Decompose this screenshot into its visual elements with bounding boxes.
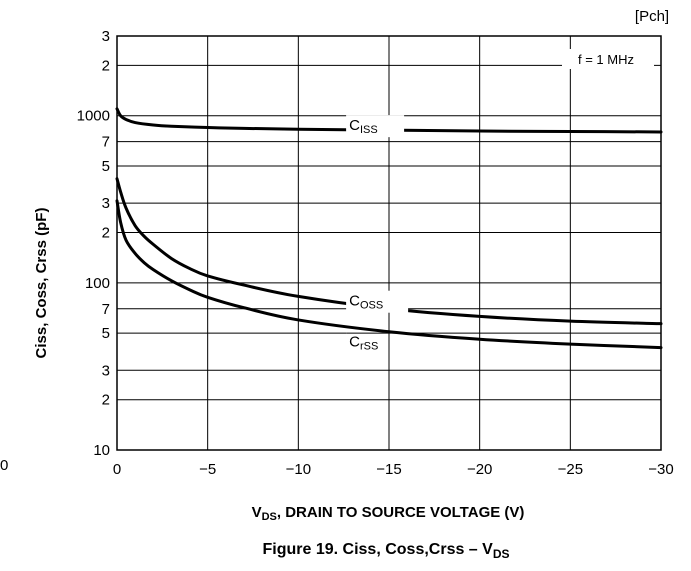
series-line-crss [115,199,663,350]
series-label-ciss-main: C [349,117,360,134]
x-tick-labels: 0 −5 −10 −15 −20 −25 −30 [113,461,674,478]
x-tick-label: −15 [376,461,401,478]
y-tick-label: 1000 [77,108,110,125]
figure-caption: Figure 19. Ciss, Coss,Crss – VDS [263,541,510,561]
lbl-s1-mask [346,290,409,313]
x-tick-label: −10 [286,461,311,478]
y-tick-label: 2 [102,57,110,74]
x-tick-label: −20 [467,461,492,478]
y-tick-label: 5 [102,158,110,175]
y-tick-label: 7 [102,301,110,318]
y-tick-label: 7 [102,134,110,151]
x-tick-label: −5 [199,461,216,478]
series-label-ciss-sub: ISS [360,124,378,136]
y-tick-label: 2 [102,392,110,409]
y-tick-label: 5 [102,325,110,342]
figure-caption-main: Figure 19. Ciss, Coss,Crss – V [263,541,494,558]
series-line-coss [115,177,663,326]
series-label-crss-main: C [349,334,360,351]
x-tick-label: −30 [648,461,673,478]
y-tick-label: 3 [102,28,110,45]
series-curves [115,107,663,350]
series-label-coss-sub: OSS [360,300,383,312]
x-axis-label-sub: DS [262,511,277,523]
y-tick-label: 10 [93,442,110,459]
plot-frame [116,35,662,451]
series-line-ciss [115,107,663,134]
y-tick-label: 3 [102,195,110,212]
annotation-mask [562,49,654,69]
stray-left-label: 0 [0,457,8,474]
corner-tag: [Pch] [635,8,669,25]
lbl-s0-mask [346,115,405,138]
y-tick-labels: 10 2 3 5 7 100 2 3 5 7 1000 2 3 [77,28,110,459]
x-tick-label: −25 [558,461,583,478]
x-tick-label: 0 [113,461,121,478]
series-label-crss: CrSS [349,334,378,353]
figure-caption-sub: DS [493,547,510,561]
x-axis-label: VDS, DRAIN TO SOURCE VOLTAGE (V) [252,504,525,523]
y-axis-label: Ciss, Coss, Crss (pF) [33,208,50,359]
series-label-coss: COSS [349,293,383,312]
series-label-coss-main: C [349,293,360,310]
x-axis-label-main: V [252,504,262,521]
series-label-crss-sub: rSS [360,341,378,353]
x-axis-label-rest: , DRAIN TO SOURCE VOLTAGE (V) [277,504,525,521]
y-tick-label: 2 [102,225,110,242]
y-tick-label: 3 [102,362,110,379]
frequency-annotation: f = 1 MHz [578,52,634,67]
series-label-ciss: CISS [349,117,378,136]
y-tick-label: 100 [85,275,110,292]
